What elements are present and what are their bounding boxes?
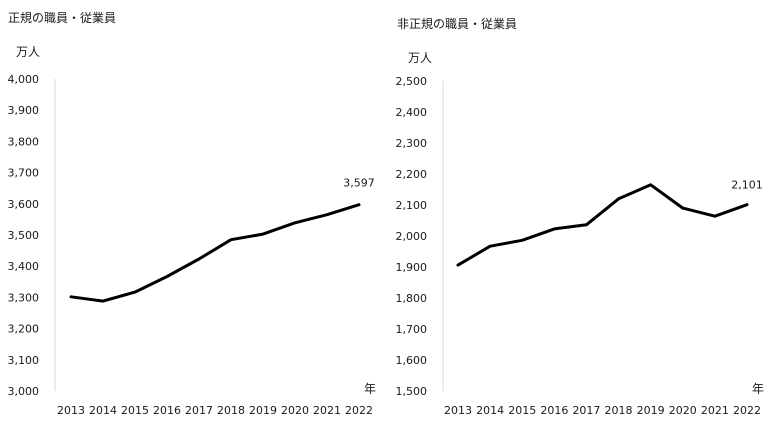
y-tick-label: 3,700 [8,167,40,180]
x-tick-label: 2016 [153,404,181,417]
y-tick-label: 2,200 [396,168,428,181]
y-tick-label: 3,800 [8,135,40,148]
x-tick-label: 2018 [217,404,245,417]
x-tick-label: 2020 [669,404,697,417]
x-tick-label: 2014 [476,404,504,417]
series-line [69,203,361,303]
x-axis-label: 年 [752,382,764,396]
y-tick-label: 3,400 [8,260,40,273]
x-tick-label: 2021 [701,404,729,417]
y-tick-label: 3,300 [8,291,40,304]
x-tick-label: 2019 [637,404,665,417]
x-tick-label: 2014 [89,404,117,417]
y-tick-labels: 3,000 3,100 3,200 3,300 3,400 3,500 3,600 3,700… [8,73,40,398]
y-tick-label: 3,600 [8,198,40,211]
x-tick-labels: 2013 2014 2015 2016 2017 2018 2019 2020 2021 2022 [444,404,761,417]
y-tick-label: 3,500 [8,229,40,242]
y-tick-label: 2,400 [396,106,428,119]
chart-title: 正規の職員・従業員 [8,10,116,25]
x-tick-label: 2015 [121,404,149,417]
y-tick-label: 1,600 [396,354,428,367]
chart-regular-employees: 正規の職員・従業員 万人 3,0003,1003,2003,3003,4003,… [8,10,377,417]
y-tick-label: 2,300 [396,137,428,150]
data-label-last: 3,597 [343,177,375,190]
x-tick-label: 2022 [733,404,761,417]
x-tick-label: 2015 [508,404,536,417]
x-tick-label: 2019 [249,404,277,417]
x-axis-label: 年 [364,382,376,396]
y-tick-label: 1,500 [396,385,428,398]
x-tick-label: 2013 [57,404,85,417]
x-tick-label: 2022 [345,404,373,417]
y-tick-label: 4,000 [8,73,40,86]
y-tick-label: 3,000 [8,385,40,398]
y-tick-labels: 1,500 1,600 1,700 1,800 1,900 2,000 2,100 2,200… [396,75,428,398]
series-line [456,183,749,267]
y-tick-label: 1,900 [396,261,428,274]
x-tick-label: 2013 [444,404,472,417]
x-tick-label: 2017 [572,404,600,417]
x-tick-label: 2017 [185,404,213,417]
y-tick-label: 1,700 [396,323,428,336]
data-label-last: 2,101 [731,179,763,192]
y-tick-label: 2,500 [396,75,428,88]
x-tick-labels: 2013 2014 2015 2016 2017 2018 2019 2020 2021 2022 [57,404,373,417]
y-tick-label: 3,900 [8,104,40,117]
x-tick-label: 2021 [313,404,341,417]
x-tick-label: 2016 [540,404,568,417]
x-tick-label: 2020 [281,404,309,417]
y-tick-label: 3,200 [8,323,40,336]
chart-title: 非正規の職員・従業員 [397,16,517,31]
unit-label: 万人 [16,45,40,59]
y-tick-label: 2,000 [396,230,428,243]
unit-label: 万人 [408,51,432,65]
chart-non-regular-employees: 非正規の職員・従業員 万人 1,500 1,600 1,700 1,800 1,900 2… [396,16,765,417]
y-tick-label: 3,100 [8,354,40,367]
y-tick-label: 2,100 [396,199,428,212]
y-tick-label: 1,800 [396,292,428,305]
x-tick-label: 2018 [605,404,633,417]
